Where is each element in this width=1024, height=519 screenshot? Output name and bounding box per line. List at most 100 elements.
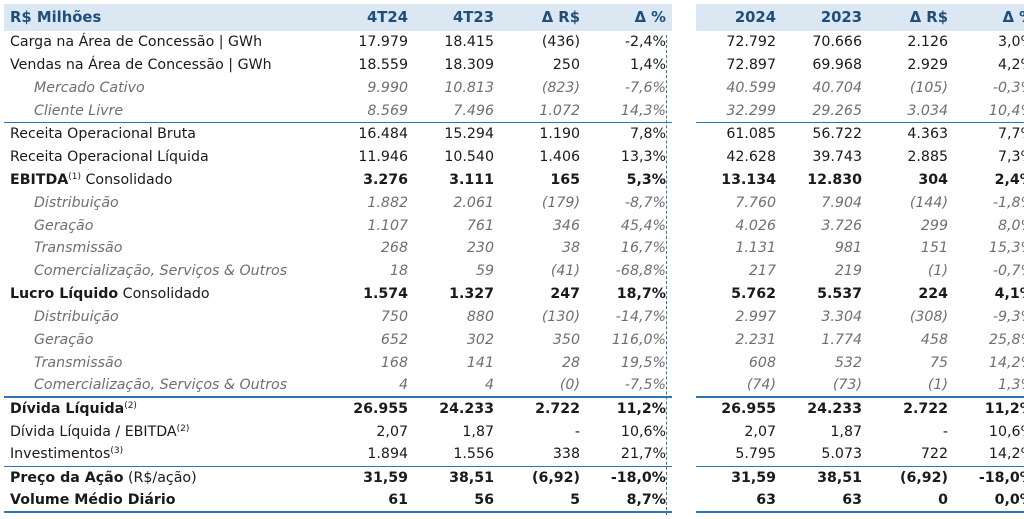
value-delta-rs-quarter: 165: [550, 171, 580, 188]
table-body: Carga na Área de Concessão | GWh 17.979 18…: [4, 31, 1024, 514]
row-vendas: Vendas na Área de Concessão | GWh 18.559 1…: [4, 54, 1024, 77]
value-2024: 1.131: [735, 240, 776, 257]
financial-summary-table: R$ Milhões 4T24 4T23 Δ R$ Δ % 2024 2023 …: [4, 4, 1024, 514]
row-label-text: Investimentos: [10, 446, 111, 463]
column-gap: [672, 283, 696, 306]
value-2024: 217: [748, 263, 776, 280]
value-4t23: 56: [414, 489, 500, 514]
value-delta-pct-year: 7,3%: [997, 148, 1024, 165]
value-4t23: 880: [466, 309, 494, 326]
value-delta-rs-quarter: 250: [552, 57, 580, 74]
value-delta-rs-year: 151: [920, 240, 948, 257]
row-label: Comercialização, Serviços & Outros: [4, 260, 328, 283]
value-2023: 40.704: [812, 80, 862, 97]
value-4t24: 17.979: [358, 34, 408, 51]
value-delta-rs-year: 2.929: [907, 57, 948, 74]
value-delta-pct-quarter: -14,7%: [615, 309, 666, 326]
row-label-text: Transmissão: [34, 240, 123, 257]
value-delta-pct-year: -0,7%: [992, 263, 1024, 280]
value-4t23: 230: [466, 240, 494, 257]
row-label-text: Vendas na Área de Concessão | GWh: [10, 57, 272, 74]
value-delta-pct-year: 8,0%: [997, 217, 1024, 234]
value-delta-pct-quarter: 18,7%: [616, 286, 666, 303]
value-4t24: 9.990: [367, 80, 408, 97]
value-delta-rs-quarter: (823): [541, 80, 580, 97]
column-gap: [672, 260, 696, 283]
value-delta-rs-year: 3.034: [907, 102, 948, 119]
value-4t24: 4: [398, 377, 408, 394]
value-delta-rs-quarter: 346: [552, 217, 580, 234]
value-2024: 26.955: [696, 396, 782, 421]
row-label-text: Carga na Área de Concessão | GWh: [10, 34, 263, 51]
value-delta-rs-year: 224: [918, 286, 948, 303]
value-2024: 5.762: [731, 286, 776, 303]
value-4t23: 3.111: [449, 171, 494, 188]
value-4t23: 10.540: [444, 148, 494, 165]
header-delta-rs-quarter: Δ R$: [500, 4, 586, 31]
header-4t24: 4T24: [328, 4, 414, 31]
value-2023: 7.904: [821, 194, 862, 211]
value-delta-rs-year: 304: [918, 171, 948, 188]
value-delta-rs-quarter: 2.722: [500, 396, 586, 421]
column-gap: [672, 489, 696, 512]
row-label: Mercado Cativo: [4, 77, 328, 100]
value-delta-rs-year: 0: [868, 489, 954, 514]
value-delta-rs-quarter: 350: [552, 332, 580, 349]
row-label: Dívida Líquida / EBITDA(2): [4, 420, 328, 443]
value-delta-pct-quarter: 21,7%: [620, 446, 666, 463]
footnote-marker: (1): [68, 171, 81, 182]
row-divida-liquida: Dívida Líquida(2) 26.955 24.233 2.722 11,2% 2…: [4, 396, 1024, 421]
row-label: Preço da Ação (R$/ação): [4, 465, 328, 490]
value-2023: 29.265: [812, 102, 862, 119]
value-delta-rs-quarter: (130): [541, 309, 580, 326]
value-delta-rs-quarter: -: [574, 423, 580, 440]
value-delta-pct-quarter: 14,3%: [620, 102, 666, 119]
value-2024: 2.231: [735, 332, 776, 349]
value-4t24: 26.955: [328, 396, 414, 421]
value-2024: 40.599: [726, 80, 776, 97]
value-2023: 69.968: [812, 57, 862, 74]
value-delta-rs-year: (1): [927, 377, 948, 394]
value-delta-rs-quarter: 1.406: [539, 148, 580, 165]
row-label-text: Comercialização, Serviços & Outros: [34, 377, 288, 394]
row-label-text: Receita Operacional Líquida: [10, 148, 209, 165]
row-label: Transmissão: [4, 237, 328, 260]
value-2023: 12.830: [807, 171, 862, 188]
column-gap: [672, 168, 696, 191]
value-4t24: 18.559: [358, 57, 408, 74]
value-delta-pct-year: 4,1%: [994, 286, 1024, 303]
value-4t23: 1.327: [449, 286, 494, 303]
value-delta-pct-quarter: 16,7%: [620, 240, 666, 257]
value-4t23: 2.061: [453, 194, 494, 211]
column-gap: [672, 351, 696, 374]
value-2024: 4.026: [735, 217, 776, 234]
value-delta-pct-year: 1,3%: [997, 377, 1024, 394]
column-gap: [672, 54, 696, 77]
value-delta-rs-year: (6,92): [868, 465, 954, 490]
column-gap: [672, 191, 696, 214]
value-delta-rs-quarter: 338: [552, 446, 580, 463]
header-2024: 2024: [696, 4, 782, 31]
row-lucro-transmissao: Transmissão 168 141 28 19,5% 608 532 75 14,2%: [4, 351, 1024, 374]
header-delta-pct-quarter: Δ %: [586, 4, 672, 31]
row-label: Vendas na Área de Concessão | GWh: [4, 54, 328, 77]
value-delta-pct-year: 0,0%: [954, 489, 1024, 514]
value-delta-rs-quarter: (436): [541, 34, 580, 51]
header-delta-pct-year: Δ %: [954, 4, 1024, 31]
row-label: Geração: [4, 214, 328, 237]
row-label: Carga na Área de Concessão | GWh: [4, 31, 328, 54]
value-2024: 63: [696, 489, 782, 514]
row-receita-liquida: Receita Operacional Líquida 11.946 10.540 1…: [4, 145, 1024, 168]
value-delta-pct-quarter: -18,0%: [586, 465, 672, 490]
row-label: Dívida Líquida(2): [4, 396, 328, 421]
value-2023: 981: [834, 240, 862, 257]
value-4t23: 18.309: [444, 57, 494, 74]
row-investimentos: Investimentos(3) 1.894 1.556 338 21,7% 5.795 5…: [4, 443, 1024, 466]
value-delta-pct-year: 2,4%: [994, 171, 1024, 188]
value-2023: 24.233: [782, 396, 868, 421]
value-2024: 5.795: [735, 446, 776, 463]
value-2024: 32.299: [726, 102, 776, 119]
row-label-text: Dívida Líquida / EBITDA: [10, 423, 177, 440]
value-4t24: 1.574: [363, 286, 408, 303]
value-delta-rs-year: 458: [920, 332, 948, 349]
